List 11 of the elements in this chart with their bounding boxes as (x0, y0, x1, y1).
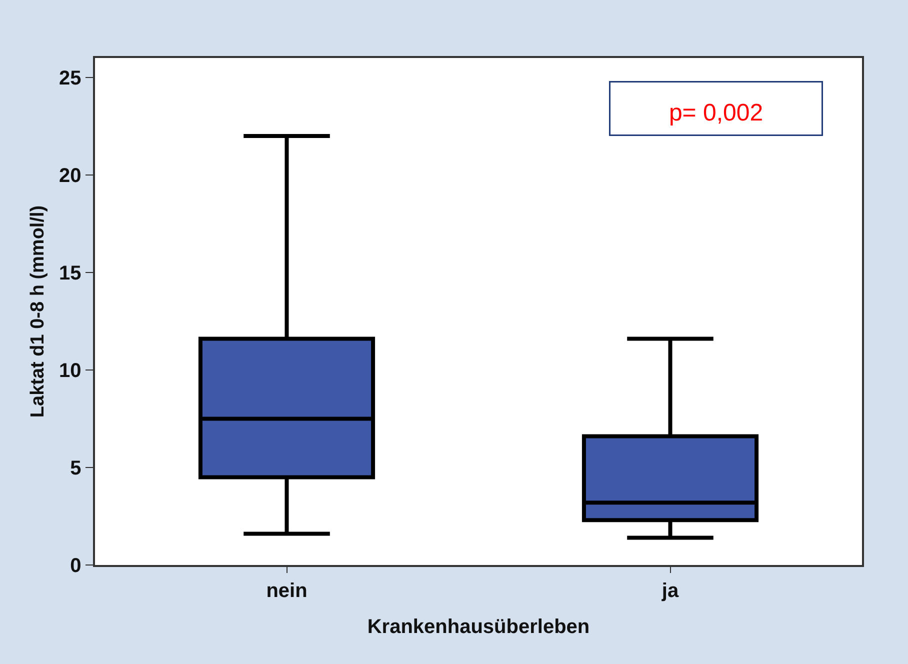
x-tick-label: ja (660, 580, 680, 602)
y-tick-label: 10 (59, 360, 82, 382)
y-tick-label: 0 (70, 555, 82, 577)
y-tick-label: 15 (59, 262, 82, 284)
y-tick-label: 5 (70, 458, 82, 480)
y-axis-title: Laktat d1 0-8 h (mmol/l) (27, 205, 48, 418)
y-tick-label: 25 (59, 68, 82, 90)
x-axis-title: Krankenhausüberleben (367, 616, 590, 638)
annotation: p= 0,002 (668, 100, 764, 126)
y-tick-label: 20 (59, 165, 82, 187)
x-tick-label: nein (266, 580, 308, 602)
